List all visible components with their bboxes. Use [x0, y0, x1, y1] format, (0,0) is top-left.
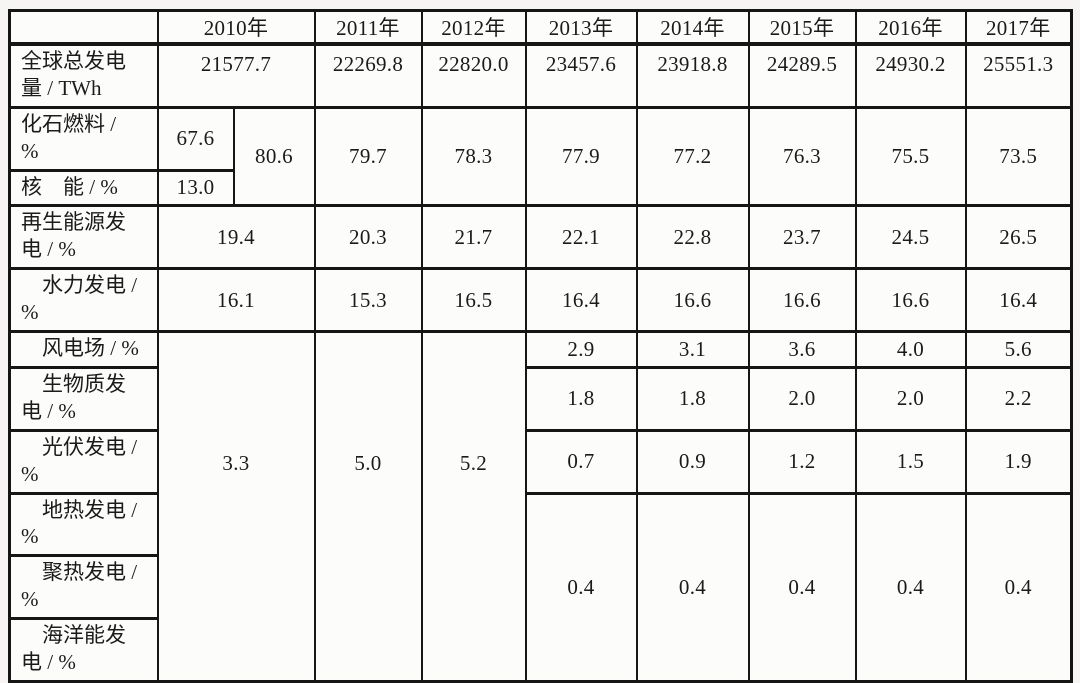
row-label-hydro: 水力发电 / % [8, 267, 159, 333]
table-row-renewables: 再生能源发 电 / % 19.4 20.3 21.7 22.1 22.8 23.… [8, 204, 1073, 271]
data-cell: 19.4 [156, 204, 316, 271]
data-cell: 20.3 [313, 204, 423, 271]
data-cell: 1.2 [747, 428, 857, 495]
year-header-2014: 2014年 [635, 9, 750, 46]
table-row-biomass: 生物质发 电 / % 1.8 1.8 2.0 2.0 2.2 [8, 365, 1073, 432]
merged-cell-fossil-nuclear: 76.3 [747, 105, 857, 208]
merged-cell-geo-csp-ocean: 0.4 [964, 491, 1073, 683]
data-cell: 2.2 [964, 365, 1073, 432]
data-cell: 25551.3 [964, 42, 1073, 109]
row-label-wind: 风电场 / % [8, 329, 159, 369]
year-header-2017: 2017年 [964, 9, 1073, 46]
row-label-geothermal: 地热发电 / % [8, 491, 159, 558]
merged-cell-nonhydro-2010: 3.3 [156, 329, 316, 683]
data-cell: 21577.7 [156, 42, 316, 109]
data-cell: 26.5 [964, 204, 1073, 271]
table-row-wind: 风电场 / % 3.3 5.0 5.2 2.9 3.1 3.6 4.0 5.6 [8, 329, 1073, 683]
merged-cell-fossil-nuclear: 75.5 [854, 105, 967, 208]
year-header-2010: 2010年 [156, 9, 316, 46]
data-cell: 2.9 [524, 329, 638, 369]
data-cell: 16.4 [964, 267, 1073, 333]
data-cell: 22.1 [524, 204, 638, 271]
data-cell: 15.3 [313, 267, 423, 333]
table-row-hydro: 水力发电 / % 16.1 15.3 16.5 16.4 16.6 16.6 1… [8, 267, 1073, 333]
row-label-renewables: 再生能源发 电 / % [8, 204, 159, 271]
data-cell-nuclear-2010: 13.0 [156, 168, 235, 208]
row-label-biomass: 生物质发 电 / % [8, 365, 159, 432]
data-cell: 16.6 [854, 267, 967, 333]
data-cell: 24.5 [854, 204, 967, 271]
year-header-2016: 2016年 [854, 9, 967, 46]
row-label-nuclear: 核 能 / % [8, 168, 159, 208]
row-label-ocean: 海洋能发 电 / % [8, 617, 159, 683]
merged-cell-fossil-nuclear: 78.3 [420, 105, 527, 208]
row-label-solar: 光伏发电 / % [8, 428, 159, 495]
data-cell: 24289.5 [747, 42, 857, 109]
data-cell: 16.6 [635, 267, 750, 333]
table-row-total: 全球总发电 量 / TWh 21577.7 22269.8 22820.0 23… [8, 42, 1073, 109]
data-cell: 2.0 [854, 365, 967, 432]
year-header-2013: 2013年 [524, 9, 638, 46]
data-table: 2010年 2011年 2012年 2013年 2014年 2015年 2016… [8, 9, 1073, 683]
year-header-2011: 2011年 [313, 9, 423, 46]
row-label-csp: 聚热发电 / % [8, 554, 159, 620]
data-cell-fossil-2010: 67.6 [156, 105, 235, 172]
data-cell: 16.4 [524, 267, 638, 333]
data-cell: 22269.8 [313, 42, 423, 109]
merged-cell-geo-csp-ocean: 0.4 [747, 491, 857, 683]
merged-cell-fossil-nuclear: 77.9 [524, 105, 638, 208]
header-row: 2010年 2011年 2012年 2013年 2014年 2015年 2016… [8, 9, 1073, 46]
table-row-csp: 聚热发电 / % [8, 554, 1072, 620]
row-label-total: 全球总发电 量 / TWh [8, 42, 159, 109]
data-cell: 22.8 [635, 204, 750, 271]
data-cell: 0.7 [524, 428, 638, 495]
data-cell: 24930.2 [854, 42, 967, 109]
data-cell: 23.7 [747, 204, 857, 271]
data-cell: 3.6 [747, 329, 857, 369]
data-cell: 16.1 [156, 267, 316, 333]
data-cell: 23457.6 [524, 42, 638, 109]
data-cell: 16.5 [420, 267, 527, 333]
data-cell: 1.8 [524, 365, 638, 432]
data-cell: 1.5 [854, 428, 967, 495]
data-cell: 2.0 [747, 365, 857, 432]
merged-cell-fossil-nuclear: 77.2 [635, 105, 750, 208]
data-cell: 22820.0 [420, 42, 527, 109]
merged-cell-geo-csp-ocean: 0.4 [854, 491, 967, 683]
data-cell: 0.9 [635, 428, 750, 495]
data-cell: 1.9 [964, 428, 1073, 495]
data-cell: 21.7 [420, 204, 527, 271]
row-label-fossil: 化石燃料 / % [8, 105, 159, 172]
data-cell: 23918.8 [635, 42, 750, 109]
data-cell: 4.0 [854, 329, 967, 369]
merged-cell-nonhydro-2012: 5.2 [420, 329, 527, 683]
table-row-nuclear: 核 能 / % 13.0 [8, 168, 1072, 208]
merged-cell-fossil-nuclear: 79.7 [313, 105, 423, 208]
merged-cell-geo-csp-ocean: 0.4 [635, 491, 750, 683]
merged-cell-fossil-nuclear-2010: 80.6 [232, 105, 316, 208]
table-row-fossil: 化石燃料 / % 67.6 80.6 79.7 78.3 77.9 77.2 7… [8, 105, 1073, 208]
merged-cell-fossil-nuclear: 73.5 [964, 105, 1073, 208]
merged-cell-nonhydro-2011: 5.0 [313, 329, 423, 683]
data-cell: 1.8 [635, 365, 750, 432]
year-header-2012: 2012年 [420, 9, 527, 46]
table-row-solar: 光伏发电 / % 0.7 0.9 1.2 1.5 1.9 [8, 428, 1073, 495]
corner-cell [8, 9, 159, 46]
data-cell: 16.6 [747, 267, 857, 333]
data-cell: 3.1 [635, 329, 750, 369]
year-header-2015: 2015年 [747, 9, 857, 46]
data-cell: 5.6 [964, 329, 1073, 369]
merged-cell-geo-csp-ocean: 0.4 [524, 491, 638, 683]
